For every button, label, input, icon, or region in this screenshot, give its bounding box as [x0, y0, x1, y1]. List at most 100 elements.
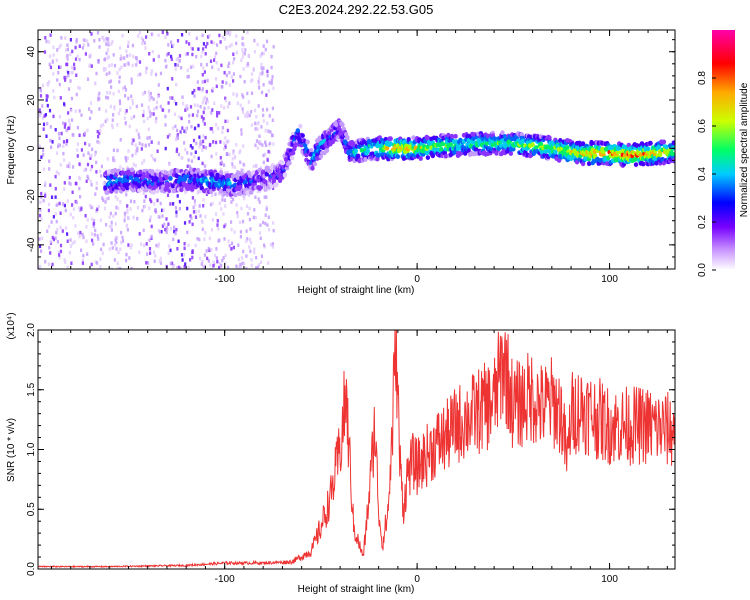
noise-speck [54, 174, 57, 179]
noise-speck [59, 225, 62, 230]
noise-speck [109, 211, 112, 216]
noise-speck [97, 60, 100, 64]
noise-speck [73, 62, 76, 67]
noise-speck [108, 64, 111, 68]
noise-speck [209, 59, 213, 63]
noise-speck [104, 119, 107, 123]
noise-speck [153, 202, 156, 206]
noise-speck [259, 72, 262, 76]
noise-speck [59, 163, 62, 167]
noise-speck [203, 164, 207, 168]
noise-speck [75, 38, 78, 42]
noise-speck [131, 153, 134, 158]
noise-speck [251, 78, 254, 82]
noise-speck [198, 204, 201, 208]
ridge-point [406, 137, 411, 142]
colorbar-tick-label: 0.4 [697, 167, 708, 181]
noise-speck [230, 227, 233, 232]
noise-speck [175, 227, 178, 232]
noise-speck [221, 85, 224, 89]
noise-speck [65, 48, 68, 52]
noise-speck [92, 219, 96, 223]
noise-speck [176, 247, 179, 251]
noise-speck [130, 116, 133, 120]
noise-speck [198, 135, 201, 139]
noise-speck [124, 121, 127, 125]
noise-speck [272, 142, 275, 146]
noise-speck [50, 220, 53, 224]
noise-speck [243, 80, 246, 84]
noise-speck [42, 148, 45, 153]
noise-speck [79, 230, 82, 235]
noise-speck [75, 40, 78, 44]
noise-speck [264, 140, 267, 145]
noise-speck [110, 85, 113, 89]
noise-speck [79, 208, 82, 212]
noise-speck [86, 128, 89, 133]
ridge-point [473, 146, 479, 152]
noise-speck [222, 212, 225, 216]
snr-x-ticks: -100 0 100 [50, 330, 668, 585]
noise-speck [207, 259, 210, 263]
noise-speck [78, 186, 81, 191]
noise-speck [136, 205, 140, 210]
noise-speck [118, 99, 121, 103]
noise-speck [227, 139, 230, 143]
noise-speck [152, 250, 156, 254]
ridge-point [317, 136, 322, 142]
noise-speck [186, 151, 189, 155]
noise-speck [184, 262, 187, 266]
noise-speck [63, 125, 66, 129]
noise-speck [60, 36, 63, 40]
noise-speck [197, 156, 200, 161]
noise-speck [225, 152, 228, 156]
noise-speck [202, 97, 205, 101]
noise-speck [122, 167, 125, 172]
noise-speck [123, 85, 126, 89]
noise-speck [134, 151, 137, 156]
noise-speck [87, 151, 90, 155]
noise-speck [191, 196, 194, 200]
noise-speck [225, 46, 228, 50]
noise-speck [252, 67, 255, 71]
noise-speck [265, 39, 269, 44]
noise-speck [165, 217, 168, 221]
noise-speck [191, 255, 194, 260]
noise-speck [39, 87, 42, 91]
noise-speck [240, 128, 243, 132]
noise-speck [159, 201, 162, 206]
noise-speck [239, 220, 242, 224]
noise-speck [248, 206, 251, 211]
noise-speck [241, 107, 244, 111]
noise-speck [159, 104, 162, 109]
noise-speck [231, 157, 234, 161]
noise-speck [121, 56, 124, 60]
noise-speck [208, 33, 211, 38]
noise-speck [157, 83, 160, 87]
noise-speck [99, 128, 102, 133]
noise-speck [46, 103, 49, 108]
ridge-point [411, 135, 416, 141]
noise-speck [47, 262, 51, 266]
noise-speck [126, 210, 129, 214]
noise-speck [82, 253, 85, 258]
noise-speck [223, 163, 226, 167]
noise-speck [181, 126, 184, 130]
noise-speck [244, 48, 247, 52]
noise-speck [246, 30, 249, 35]
noise-speck [190, 124, 193, 129]
noise-speck [266, 223, 269, 227]
noise-speck [220, 263, 223, 268]
noise-speck [103, 38, 106, 42]
noise-speck [262, 160, 265, 165]
ridge-point [439, 146, 444, 152]
noise-speck [258, 140, 261, 144]
noise-speck [166, 53, 169, 57]
x-tick-label: -100 [215, 574, 235, 585]
noise-speck [135, 104, 138, 109]
noise-speck [49, 239, 52, 244]
noise-speck [201, 50, 204, 54]
noise-speck [246, 237, 249, 241]
noise-speck [144, 194, 147, 199]
noise-speck [218, 111, 221, 115]
